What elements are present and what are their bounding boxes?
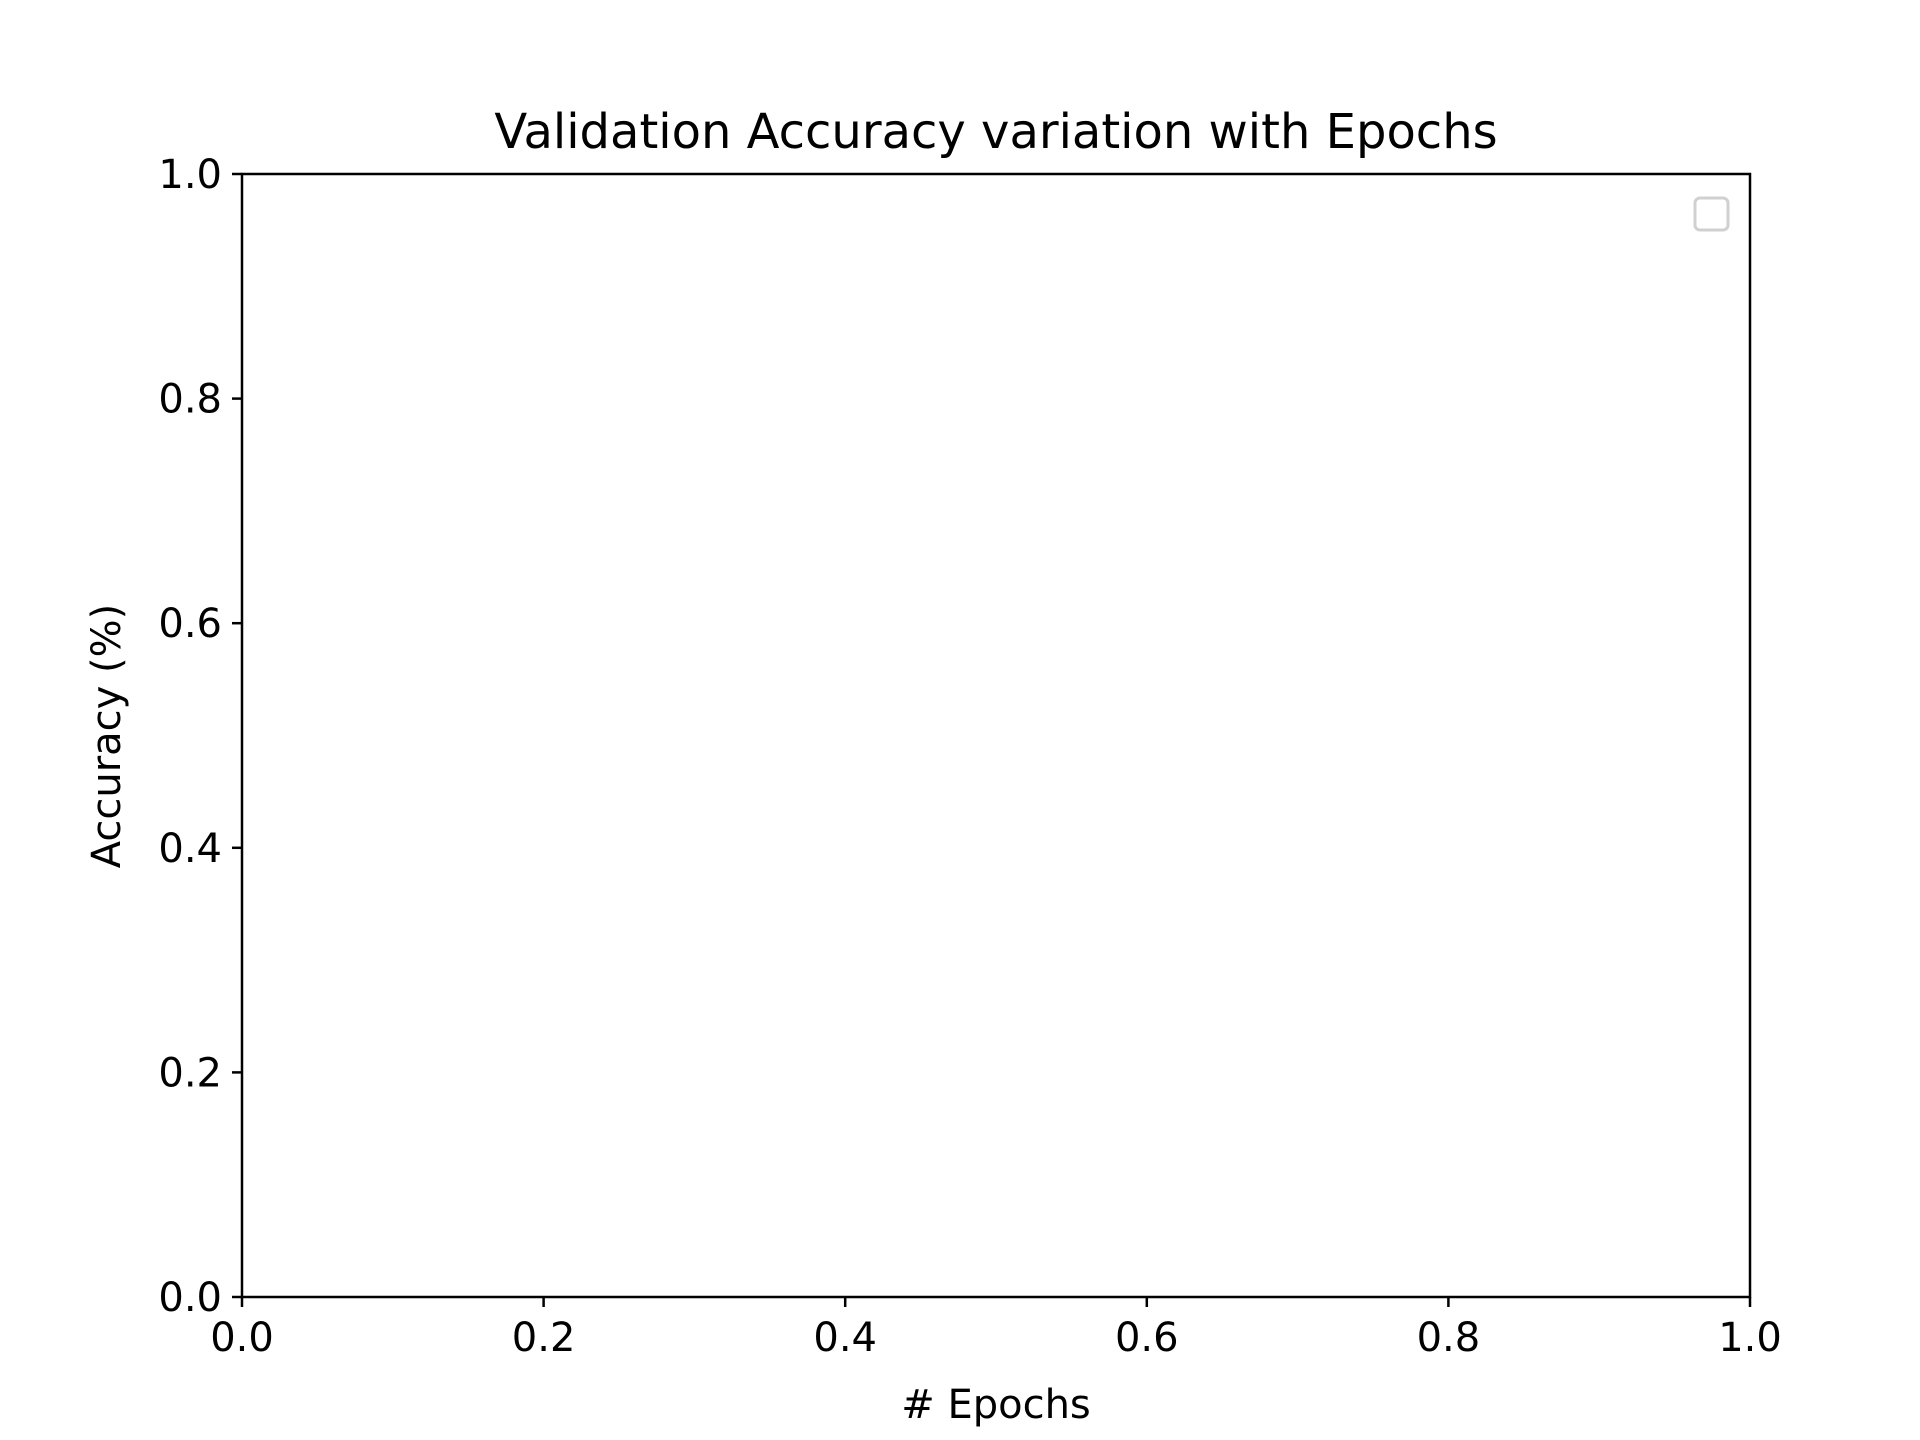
x-tick-label: 1.0 [1718, 1315, 1782, 1361]
axes-frame [240, 172, 1752, 1299]
plot-area [240, 172, 1752, 1299]
y-tick-label: 0.0 [158, 1275, 222, 1321]
x-tick-label: 0.0 [210, 1315, 274, 1361]
y-tick-label: 0.6 [158, 601, 222, 647]
x-axis-label: # Epochs [901, 1382, 1091, 1428]
x-tick-label: 0.4 [813, 1315, 877, 1361]
y-tick-label: 1.0 [158, 152, 222, 198]
x-tick-label: 0.6 [1115, 1315, 1179, 1361]
x-tick-label: 0.8 [1417, 1315, 1481, 1361]
y-axis-ticks: 0.0 0.2 0.4 0.6 0.8 1.0 [158, 152, 242, 1321]
y-tick-label: 0.4 [158, 826, 222, 872]
y-axis-label: Accuracy (%) [84, 604, 130, 869]
x-tick-label: 0.2 [512, 1315, 576, 1361]
chart-title: Validation Accuracy variation with Epoch… [494, 104, 1497, 160]
y-tick-label: 0.8 [158, 377, 222, 423]
legend-box [1693, 196, 1730, 232]
x-axis-ticks: 0.0 0.2 0.4 0.6 0.8 1.0 [210, 1297, 1782, 1361]
y-tick-label: 0.2 [158, 1050, 222, 1096]
